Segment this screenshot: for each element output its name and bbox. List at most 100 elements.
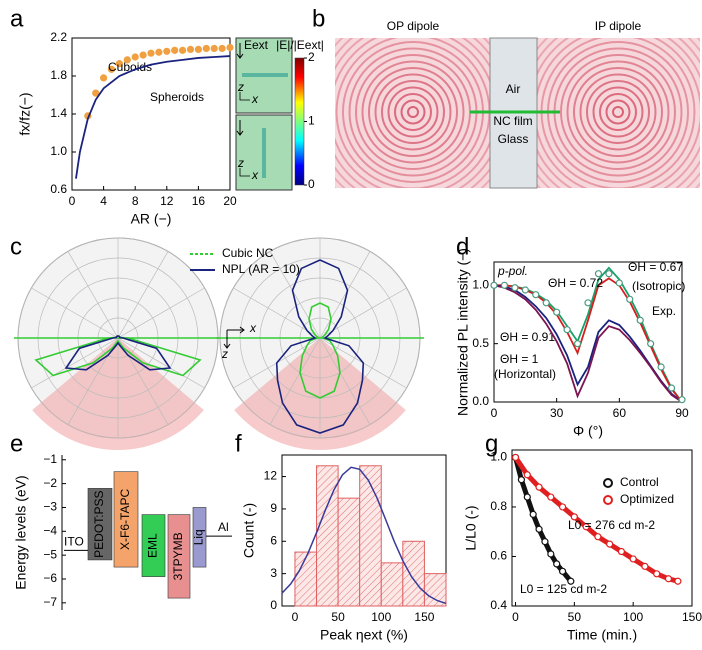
wave-ring (605, 99, 631, 125)
colorbar (294, 57, 305, 186)
energy-bar (113, 471, 139, 568)
x-tick-label: 12 (160, 194, 174, 208)
wave-ring (599, 93, 637, 131)
y-tick-label: 0.0 (472, 394, 489, 408)
legend-label: Cubic NC (222, 246, 274, 260)
data-point (99, 74, 108, 82)
legend-label: NPL (AR = 10) (222, 262, 300, 276)
x-tick-label: 150 (682, 610, 702, 624)
wave-ring (381, 80, 445, 144)
data-point (626, 295, 634, 303)
x-tick-label: 8 (132, 194, 139, 208)
y-axis-label: Energy levels (eV) (13, 475, 29, 589)
y-tick-label: 1.4 (50, 106, 67, 120)
data-point (523, 493, 531, 501)
data-point (517, 476, 526, 484)
layer-label: Air (506, 82, 521, 96)
polar-spoke (319, 337, 371, 425)
energy-bar (141, 514, 166, 577)
data-point (594, 270, 603, 278)
histogram-bar (294, 551, 318, 607)
polar-spoke (319, 287, 407, 339)
data-point (647, 340, 655, 348)
data-point (567, 577, 575, 585)
annotation: (Isotropic) (632, 279, 685, 293)
polar-spoke (117, 251, 169, 339)
x-tick-label: 0 (292, 610, 299, 624)
wave-ring (387, 86, 439, 138)
x-tick-label: 150 (414, 610, 434, 624)
bar-label: PEDOT:PSS (92, 490, 106, 557)
data-point (678, 396, 686, 404)
data-point (605, 270, 613, 278)
histogram-bar (402, 540, 425, 607)
axis-letter: x (251, 92, 259, 106)
bar-label: Liq (192, 529, 206, 545)
data-point (490, 281, 498, 289)
y-tick-label: 1.0 (50, 144, 67, 158)
polar-spoke (31, 287, 119, 339)
annotation: (Horizontal) (494, 367, 556, 381)
annotation: L0 = 276 cd m-2 (568, 518, 655, 532)
data-point (573, 340, 582, 348)
inset-platelet (242, 73, 288, 77)
series-label: ΘH = 0.72 (548, 276, 603, 290)
data-point (147, 49, 155, 57)
electrode-label: ITO (64, 535, 84, 549)
data-point (563, 326, 571, 334)
data-point (594, 533, 602, 541)
field-label: Eext (244, 38, 269, 52)
y-axis-label: fx/fz(−) (17, 92, 33, 135)
axis-letter: x (249, 321, 257, 335)
wave-ring (612, 106, 624, 118)
y-tick-label: −3 (43, 500, 57, 514)
data-point (615, 279, 623, 287)
data-point (558, 567, 567, 575)
data-point (202, 44, 210, 53)
bar-label: 3TPYMB (171, 532, 185, 580)
legend-label: Control (620, 475, 659, 489)
data-point (115, 60, 124, 68)
data-point (636, 316, 644, 324)
y-tick-label: −5 (43, 547, 57, 561)
data-point (163, 47, 171, 55)
data-point (541, 538, 549, 546)
wave-ring (394, 93, 432, 131)
series-line (493, 284, 683, 403)
fit-curve (281, 466, 447, 605)
x-tick-label: 90 (675, 406, 689, 420)
panel-letter: f (235, 430, 242, 457)
data-point (570, 513, 578, 521)
x-axis-label: AR (−) (131, 211, 172, 227)
panel-letter: d (456, 233, 469, 260)
data-point (523, 471, 531, 479)
data-point (139, 51, 147, 59)
data-point (226, 43, 234, 52)
map-title: OP dipole (387, 19, 440, 33)
y-tick-label: 6 (270, 533, 277, 547)
histogram-bar (423, 573, 447, 607)
axis-letter: z (221, 347, 228, 361)
layer-label: NC film (493, 114, 532, 128)
data-point (617, 547, 626, 556)
wave-ring (579, 73, 657, 151)
legend-marker (603, 495, 613, 505)
data-point (657, 363, 665, 371)
legend-label: Optimized (620, 492, 674, 506)
electrode-label: Al (218, 520, 229, 534)
inset-platelet (262, 128, 266, 178)
data-point (92, 89, 100, 97)
field-arrow (236, 43, 244, 136)
data-point (521, 286, 529, 294)
legend-marker (603, 478, 613, 488)
y-axis-label: L/L0 (-) (463, 505, 479, 550)
wave-ring (592, 86, 644, 138)
series-line (75, 55, 231, 179)
histogram-bar (337, 497, 361, 607)
data-point (547, 493, 555, 501)
data-point (535, 483, 543, 491)
data-point (171, 46, 179, 54)
energy-bar (167, 514, 191, 599)
x-tick-label: 100 (623, 610, 643, 624)
y-tick-label: 12 (264, 469, 278, 483)
